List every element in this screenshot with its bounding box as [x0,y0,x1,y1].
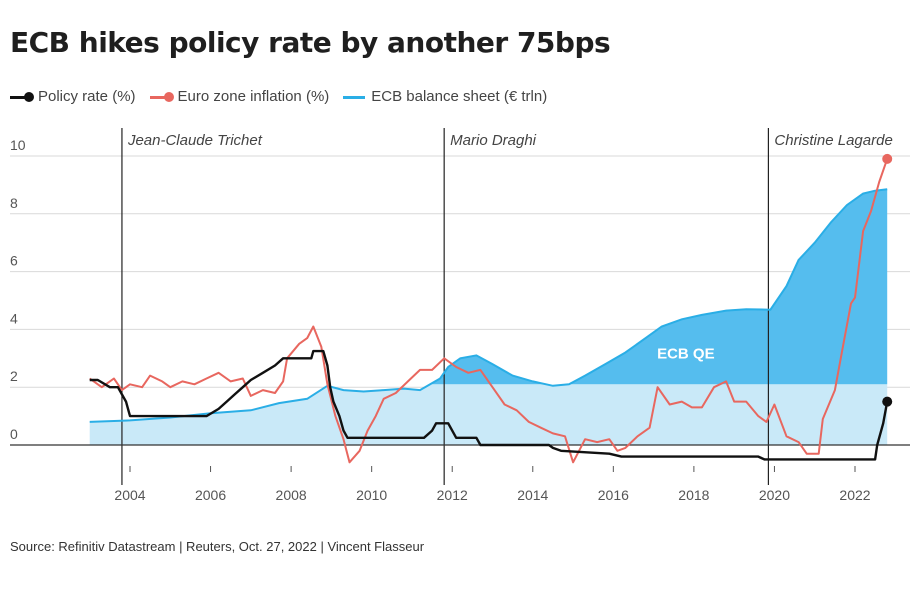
legend-marker-balance-sheet [343,90,367,104]
president-label: Jean-Claude Trichet [127,132,263,149]
balance-sheet-area-qe [430,189,888,385]
legend-item-inflation: Euro zone inflation (%) [149,88,330,105]
legend-label-balance-sheet: ECB balance sheet (€ trln) [371,88,548,105]
x-tick-label: 2020 [759,487,790,503]
y-tick-label: 2 [10,368,18,384]
president-label: Mario Draghi [450,132,537,149]
legend-marker-policy-rate [10,90,34,104]
y-tick-label: 0 [10,426,18,442]
y-tick-label: 10 [10,137,26,153]
president-label: Christine Lagarde [774,132,892,149]
legend-marker-inflation [149,90,174,104]
x-tick-label: 2006 [195,487,226,503]
x-tick-label: 2016 [598,487,629,503]
x-tick-label: 2010 [356,487,387,503]
balance-sheet-line [89,188,888,423]
policy-rate-end-dot [882,396,893,407]
y-tick-label: 8 [10,195,18,211]
source-note: Source: Refinitiv Datastream | Reuters, … [10,539,425,554]
policy-rate-line [89,349,889,461]
x-tick-label: 2008 [276,487,307,503]
inflation-end-dot [882,153,893,164]
inflation-line [89,158,889,464]
legend-item-balance-sheet: ECB balance sheet (€ trln) [343,88,547,105]
balance-sheet-area-light [89,384,888,445]
x-tick-label: 2012 [437,487,468,503]
x-tick-label: 2018 [678,487,709,503]
legend-item-policy-rate: Policy rate (%) [10,88,136,105]
x-tick-label: 2004 [114,487,145,503]
chart-title: ECB hikes policy rate by another 75bps [10,26,611,59]
legend: Policy rate (%) Euro zone inflation (%) … [10,88,561,105]
y-tick-label: 4 [10,310,18,326]
line-chart: 0 2 4 6 8 10 Jean-Claude Trichet Mario Draghi Ch… [10,128,910,503]
legend-label-inflation: Euro zone inflation (%) [177,88,330,105]
x-tick-label: 2022 [839,487,870,503]
y-tick-label: 6 [10,253,18,269]
legend-label-policy-rate: Policy rate (%) [38,88,136,105]
ecb-qe-label: ECB QE [657,345,715,362]
x-tick-label: 2014 [517,487,548,503]
